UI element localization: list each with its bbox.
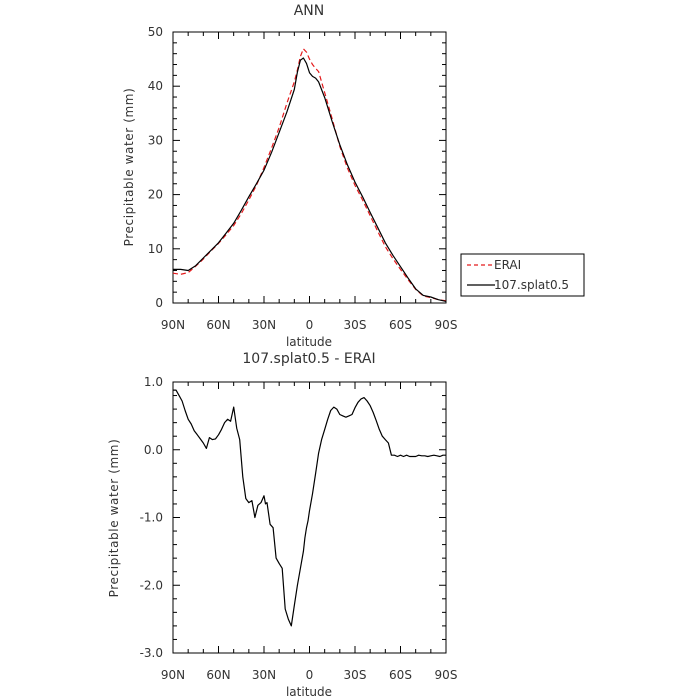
legend-box	[460, 253, 585, 297]
plot-frame	[172, 381, 447, 654]
x-tick-label: 90S	[435, 318, 458, 332]
x-tick-label: 60N	[206, 318, 230, 332]
x-axis: 90N 60N 30N 0 30S 60S 90S	[161, 382, 458, 682]
y-tick-label: 1.0	[144, 375, 163, 389]
x-tick-label: 30N	[252, 668, 276, 682]
legend-label-model: 107.splat0.5	[494, 278, 569, 292]
y-tick-label: 10	[148, 242, 163, 256]
series-line-erai	[172, 48, 447, 302]
y-tick-label: -3.0	[140, 646, 163, 660]
y-tick-label: 20	[148, 188, 163, 202]
series-line-difference	[173, 389, 446, 627]
y-tick-label: 0	[155, 296, 163, 310]
x-axis-label: latitude	[286, 685, 332, 699]
y-tick-label: 50	[148, 25, 163, 39]
y-tick-label: -1.0	[140, 511, 163, 525]
x-tick-label: 60S	[389, 668, 412, 682]
legend-label-erai: ERAI	[494, 258, 521, 272]
x-tick-label: 60N	[206, 668, 230, 682]
annual-mean-panel: ANN 0 10 20 30 40 50 90N 60N 30N 0 30S 60S 90S Prec…	[122, 3, 585, 349]
difference-panel: 107.splat0.5 - ERAI 1.0 0.0 -1.0 -2.0 -3.0 9…	[107, 351, 457, 699]
x-tick-label: 90N	[161, 318, 185, 332]
chart-title: ANN	[294, 3, 325, 19]
series-line-107-splat0-5	[173, 57, 447, 302]
y-tick-label: 40	[148, 79, 163, 93]
series-lines	[173, 389, 446, 627]
x-axis: 90N 60N 30N 0 30S 60S 90S	[161, 32, 458, 332]
x-tick-label: 60S	[389, 318, 412, 332]
chart-title: 107.splat0.5 - ERAI	[242, 351, 375, 367]
y-tick-label: 0.0	[144, 443, 163, 457]
y-tick-label: 30	[148, 133, 163, 147]
series-lines	[172, 48, 447, 302]
x-tick-label: 30N	[252, 318, 276, 332]
legend: ERAI 107.splat0.5	[460, 253, 585, 297]
y-tick-label: -2.0	[140, 578, 163, 592]
y-axis: 0 10 20 30 40 50	[148, 25, 446, 310]
y-axis-label: Precipitable water (mm)	[107, 439, 121, 598]
x-tick-label: 90N	[161, 668, 185, 682]
y-axis-label: Precipitable water (mm)	[122, 88, 136, 247]
x-tick-label: 30S	[344, 668, 367, 682]
x-tick-label: 0	[306, 668, 314, 682]
x-axis-label: latitude	[286, 335, 332, 349]
x-tick-label: 0	[306, 318, 314, 332]
x-tick-label: 90S	[435, 668, 458, 682]
y-axis: 1.0 0.0 -1.0 -2.0 -3.0	[140, 375, 446, 660]
x-tick-label: 30S	[344, 318, 367, 332]
